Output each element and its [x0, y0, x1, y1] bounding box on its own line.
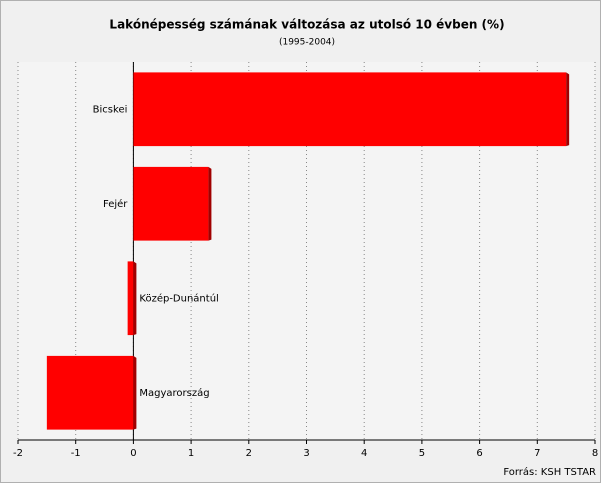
x-tick-label: -1	[71, 448, 81, 459]
chart-subtitle: (1995-2004)	[279, 38, 335, 48]
x-tick-label: 1	[188, 448, 194, 459]
category-label: Közép-Dunántúl	[139, 292, 218, 304]
bar	[133, 72, 567, 147]
x-tick-label: 8	[592, 448, 598, 459]
bar	[46, 355, 134, 430]
x-tick-label: -2	[13, 448, 23, 459]
x-tick-label: 0	[130, 448, 136, 459]
x-tick-label: 7	[534, 448, 540, 459]
category-label: Fejér	[103, 198, 128, 210]
x-tick-label: 6	[476, 448, 482, 459]
category-label: Magyarország	[139, 387, 209, 399]
chart-title: Lakónépesség számának változása az utols…	[109, 18, 504, 32]
category-label: Bicskei	[93, 104, 128, 115]
source-note: Forrás: KSH TSTAR	[503, 466, 596, 478]
x-tick-label: 3	[303, 448, 309, 459]
bar-edge	[133, 355, 137, 430]
bar	[133, 166, 209, 241]
x-tick-label: 2	[246, 448, 252, 459]
bar-edge	[133, 261, 137, 336]
bar	[127, 261, 134, 336]
x-tick-label: 5	[419, 448, 425, 459]
bar-edge	[208, 166, 212, 241]
x-tick-label: 4	[361, 448, 367, 459]
bar-edge	[566, 72, 570, 147]
